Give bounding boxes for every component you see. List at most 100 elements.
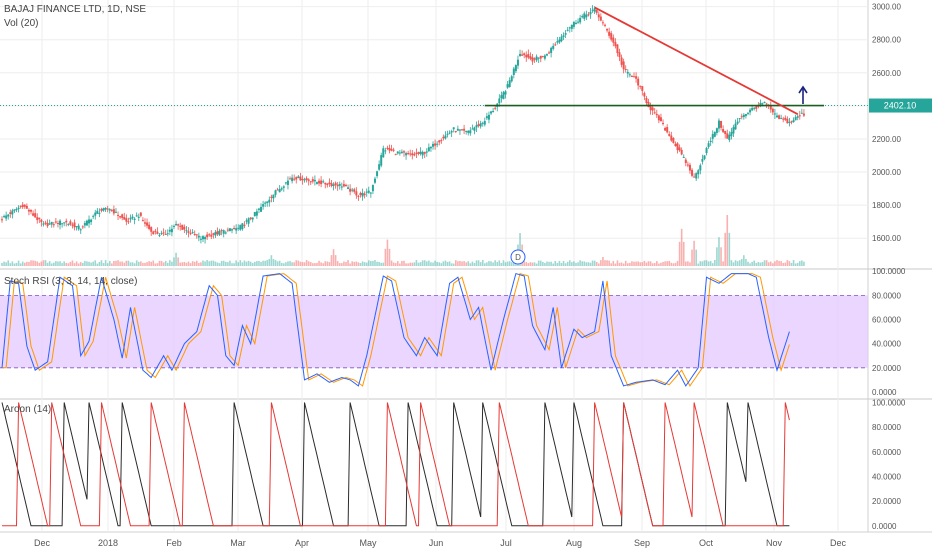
volume-bar [50,263,53,266]
candle-body [301,178,304,181]
volume-bar [372,260,374,266]
candle-body [678,147,681,151]
volume-bar [38,262,41,266]
candle-body [407,152,410,154]
candle-body [131,216,134,219]
candle-body [156,231,159,234]
candle-body [519,53,522,57]
volume-bar [537,260,540,266]
candle-body [502,92,505,100]
volume-bar [624,260,627,266]
candle-body [355,191,358,196]
candle-body [243,224,246,226]
volume-bar [486,262,488,266]
volume-bar [338,263,341,266]
volume-bar [492,262,494,266]
candle-body [635,76,638,79]
volume-bar [328,262,331,266]
candle-body [187,231,190,233]
volume-bar [191,261,194,266]
candle-body [318,180,321,184]
candle-body [56,223,59,225]
volume-bar [626,263,629,266]
candle-body [523,53,526,56]
volume-bar [309,262,312,266]
volume-bar [558,260,561,266]
candle-body [266,201,269,203]
candle-body [172,225,175,227]
candle-body [272,194,275,199]
candle-body [680,149,683,155]
stoch-tick-label: 80.0000 [872,291,901,300]
candle-body [454,131,457,133]
volume-bar [303,262,306,266]
candle-body [570,24,573,29]
dividend-marker-icon[interactable] [510,249,526,265]
volume-bar [695,249,697,266]
volume-bar [102,263,105,266]
candle-body [214,232,217,236]
candle-body [759,102,762,106]
candle-body [434,143,437,146]
candle-body [666,127,669,133]
candle-body [30,209,33,212]
volume-bar [496,261,499,266]
candle-body [73,222,76,228]
candle-body [780,118,783,120]
volume-bar [210,260,213,266]
candle-body [9,212,12,214]
candle-body [574,22,577,24]
candle-body [597,14,600,18]
candle-body [249,217,252,220]
candle-body [657,115,660,121]
volume-bar [42,260,45,266]
candle-body [220,230,223,232]
volume-bar [111,263,113,266]
volume-bar [158,260,161,266]
candle-body [390,149,393,151]
time-tick-label: Jun [429,538,444,548]
volume-bar [198,262,200,266]
volume-bar [65,262,68,266]
candle-body [693,176,696,178]
volume-bar [792,260,795,266]
volume-bar [291,262,293,266]
candle-body [628,74,631,76]
volume-bar [463,261,465,266]
volume-bar [670,262,673,266]
volume-bar [643,260,646,266]
candle-body [450,131,453,133]
stoch-tick-label: 20.0000 [872,364,901,373]
volume-bar [204,261,206,266]
candle-body [411,153,414,156]
candle-body [260,206,263,212]
volume-bar [606,260,608,266]
time-tick-label: Jul [500,538,512,548]
candle-body [349,188,352,192]
candle-body [604,24,606,26]
candle-body [92,215,95,217]
volume-bar [680,228,683,266]
candle-body [351,189,354,191]
volume-bar [301,262,304,266]
volume-bar [751,261,753,266]
candle-body [593,8,596,12]
volume-bar [113,260,115,266]
volume-bar [349,263,351,266]
candle-body [218,230,221,236]
volume-bar [699,261,702,266]
volume-bar [778,260,780,266]
candle-body [442,136,445,139]
volume-bar [743,255,745,266]
candle-body [270,196,273,198]
candle-body [645,98,648,103]
volume-bar [633,261,635,266]
candle-body [421,151,424,156]
volume-bar [312,263,314,266]
candle-body [662,122,665,124]
candle-body [552,45,555,49]
candle-body [682,156,685,158]
volume-bar [776,260,778,266]
volume-bar [55,261,57,266]
